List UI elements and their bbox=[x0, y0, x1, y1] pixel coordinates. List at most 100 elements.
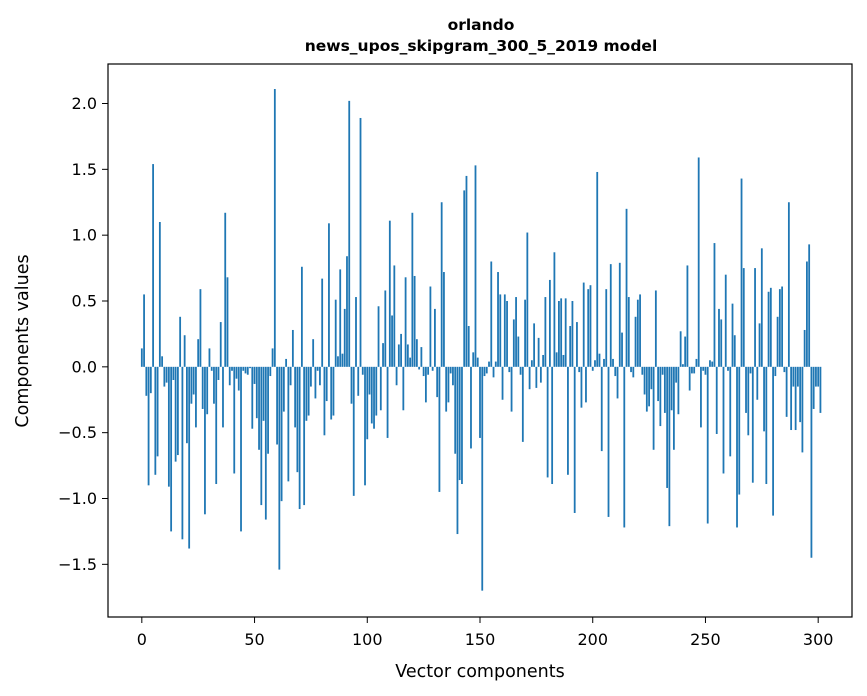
bar bbox=[524, 299, 526, 367]
y-tick-label: 0.5 bbox=[72, 292, 97, 311]
x-tick-label: 200 bbox=[577, 630, 608, 649]
bar bbox=[319, 366, 321, 386]
x-axis-label: Vector components bbox=[395, 662, 564, 682]
bar bbox=[143, 294, 145, 367]
bar bbox=[607, 366, 610, 517]
bar bbox=[528, 366, 531, 390]
bar bbox=[530, 360, 533, 367]
bar bbox=[632, 366, 635, 378]
bar bbox=[630, 366, 632, 373]
bar bbox=[605, 289, 608, 367]
bar bbox=[415, 339, 418, 367]
bar bbox=[799, 366, 802, 423]
bar bbox=[388, 220, 391, 367]
bar bbox=[377, 306, 380, 367]
bar bbox=[339, 269, 342, 367]
bar bbox=[627, 297, 630, 367]
bar bbox=[548, 279, 551, 367]
bar bbox=[542, 354, 545, 367]
bar bbox=[145, 366, 148, 396]
bar bbox=[282, 366, 285, 412]
bar bbox=[273, 89, 276, 367]
bar bbox=[808, 244, 811, 367]
bar bbox=[722, 366, 725, 474]
bar bbox=[684, 336, 687, 367]
bar bbox=[490, 261, 493, 367]
bar bbox=[585, 366, 587, 403]
bar bbox=[519, 366, 522, 375]
bar bbox=[736, 366, 738, 528]
bar bbox=[792, 366, 795, 387]
bar bbox=[188, 366, 191, 549]
bar bbox=[670, 366, 673, 411]
bar bbox=[594, 360, 596, 367]
bar bbox=[323, 366, 326, 436]
y-tick-label: −1.0 bbox=[58, 489, 97, 508]
bar bbox=[452, 366, 454, 386]
bar bbox=[675, 366, 678, 383]
bar bbox=[269, 366, 272, 377]
bar bbox=[772, 366, 774, 516]
bar bbox=[569, 326, 572, 367]
bar bbox=[413, 275, 416, 367]
bar bbox=[778, 289, 781, 367]
bar bbox=[258, 366, 260, 450]
bar bbox=[384, 290, 387, 367]
bar bbox=[447, 366, 450, 403]
bar bbox=[271, 348, 274, 367]
bar bbox=[355, 297, 357, 367]
bar bbox=[325, 366, 328, 402]
bar bbox=[359, 117, 362, 367]
bar bbox=[217, 366, 220, 380]
bar bbox=[386, 366, 389, 438]
bar bbox=[560, 298, 563, 367]
bar bbox=[368, 366, 371, 395]
bar bbox=[276, 366, 278, 445]
bar bbox=[506, 301, 508, 367]
bar bbox=[571, 301, 574, 367]
bar bbox=[179, 316, 182, 367]
bar bbox=[494, 361, 497, 367]
bar bbox=[436, 366, 439, 398]
bar bbox=[488, 361, 490, 367]
bar bbox=[373, 366, 375, 429]
bar bbox=[499, 294, 502, 367]
bar bbox=[208, 348, 211, 367]
bar bbox=[147, 366, 150, 486]
bar bbox=[787, 202, 790, 367]
bar bbox=[562, 354, 565, 367]
bar bbox=[758, 323, 761, 367]
bar bbox=[341, 353, 344, 367]
x-tick-label: 100 bbox=[352, 630, 383, 649]
bar bbox=[603, 358, 605, 367]
bar bbox=[296, 366, 299, 473]
bar bbox=[393, 265, 396, 367]
bar bbox=[582, 282, 585, 367]
bar bbox=[294, 366, 297, 428]
bar bbox=[285, 358, 288, 367]
bar bbox=[648, 366, 650, 407]
x-tick-label: 0 bbox=[137, 630, 147, 649]
bar bbox=[260, 366, 263, 506]
bar bbox=[328, 223, 330, 367]
bar bbox=[303, 366, 306, 506]
bar bbox=[740, 178, 743, 367]
bar bbox=[197, 339, 200, 367]
bar bbox=[366, 366, 369, 440]
bar bbox=[639, 294, 641, 367]
bar bbox=[765, 366, 768, 485]
bar bbox=[476, 357, 479, 367]
bar bbox=[774, 366, 777, 377]
bar bbox=[720, 319, 723, 367]
bar bbox=[246, 366, 249, 375]
bar bbox=[470, 366, 472, 449]
bar bbox=[479, 366, 481, 438]
bar bbox=[623, 366, 626, 528]
bar bbox=[598, 353, 601, 367]
bar bbox=[481, 366, 484, 591]
bar bbox=[465, 175, 468, 367]
bar bbox=[170, 366, 173, 532]
chart-title-line-2: news_upos_skipgram_300_5_2019 model bbox=[305, 37, 658, 55]
bar bbox=[769, 287, 772, 367]
